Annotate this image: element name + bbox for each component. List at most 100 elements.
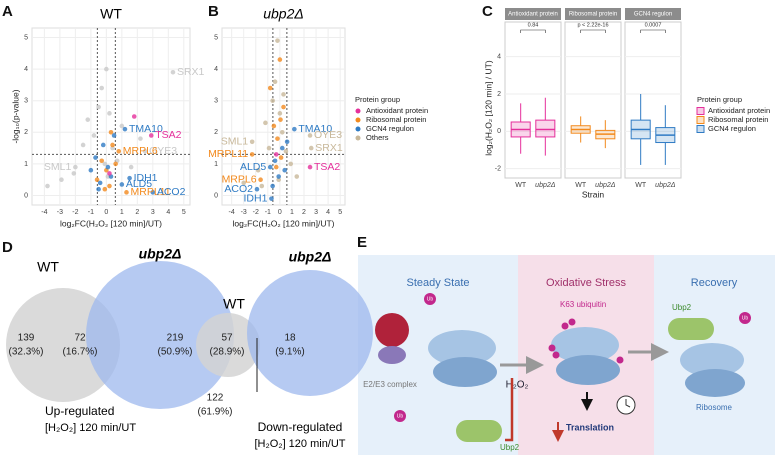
point: [128, 164, 134, 170]
point: [307, 164, 313, 170]
point: [278, 117, 283, 122]
point: [104, 66, 109, 72]
region-count: 18: [284, 333, 296, 344]
point: [108, 130, 114, 135]
region-percent: (28.9%): [209, 347, 244, 358]
point: [170, 69, 176, 75]
y-tick-label: 1: [214, 161, 218, 168]
gene-label: MRPL11: [130, 186, 170, 198]
x-tick-label: 0: [278, 209, 282, 216]
gene-label: OYE3: [314, 129, 342, 141]
point: [110, 145, 115, 151]
gene-label: SRX1: [315, 142, 343, 154]
plot-bg: [221, 27, 346, 206]
legend-key: [696, 116, 705, 124]
label: Translation: [566, 422, 614, 432]
point: [288, 161, 294, 167]
strip-label: Antioxidant protein: [508, 12, 558, 18]
x-tick-label: WT: [575, 182, 587, 189]
region-percent: (9.1%): [275, 347, 304, 358]
stage-title: Recovery: [691, 277, 738, 289]
point: [148, 133, 154, 138]
ribosome: [433, 357, 497, 387]
point: [271, 123, 277, 129]
x-tick-label: -2: [72, 209, 78, 216]
point: [107, 111, 112, 116]
point: [277, 111, 283, 116]
x-axis-label: Strain: [582, 189, 604, 199]
venn-set: [247, 270, 373, 396]
point: [270, 183, 275, 189]
x-tick-label: -4: [229, 209, 235, 216]
inhibit: [505, 378, 514, 442]
gene-label: MRPL11: [208, 148, 248, 160]
y-tick-label: 4: [214, 66, 218, 73]
y-axis-label: -log₁₀(p-value): [10, 89, 20, 143]
point: [275, 38, 280, 43]
venn-title: Up-regulated: [45, 404, 114, 418]
point: [269, 196, 274, 201]
legend-label: GCN4 regulon: [708, 124, 756, 133]
x-tick-label: WT: [515, 182, 527, 189]
point: [292, 126, 297, 132]
region-count: 57: [221, 333, 233, 344]
strip-label: GCN4 regulon: [634, 12, 672, 18]
point: [102, 186, 108, 192]
venn-set: [86, 261, 234, 409]
legend-key: [696, 125, 705, 133]
point: [277, 57, 283, 62]
e2: [378, 346, 406, 364]
plot-bg: [624, 21, 682, 179]
stage-title: Steady State: [407, 277, 470, 289]
y-tick-label: 0: [497, 128, 501, 135]
legend-label: Ribosomal protein: [366, 115, 426, 124]
x-tick-label: -1: [265, 209, 271, 216]
point: [100, 142, 106, 148]
gene-label: TMA10: [298, 123, 332, 135]
gene-label: SML1: [44, 161, 72, 173]
ub-label: Ub: [742, 315, 749, 321]
point: [59, 177, 64, 183]
panel-letter: A: [2, 3, 13, 20]
point: [281, 104, 286, 110]
panel-letter: C: [482, 3, 493, 20]
point: [107, 171, 112, 176]
point: [131, 114, 137, 119]
x-axis-label: log₂FC(H₂O₂ [120 min]/UT): [233, 218, 335, 228]
y-tick-label: 5: [24, 34, 28, 41]
x-tick-label: 2: [302, 209, 306, 216]
ub-chain: [568, 318, 576, 326]
panel-letter: D: [2, 239, 13, 256]
x-tick-label: WT: [635, 182, 647, 189]
point: [284, 139, 290, 145]
x-tick-label: ubp2Δ: [655, 182, 676, 189]
ribosome: [428, 330, 496, 366]
y-tick-label: 4: [24, 66, 28, 73]
panel-letter: B: [208, 3, 219, 20]
point: [276, 177, 281, 183]
ub-chain: [616, 356, 624, 364]
point: [259, 183, 265, 189]
point: [255, 167, 261, 173]
gene-label: ACO2: [157, 186, 186, 198]
point: [80, 142, 86, 148]
gene-label: IDH1: [134, 172, 158, 184]
x-tick-label: 5: [182, 209, 186, 216]
point: [107, 183, 112, 189]
diagram-e: Steady State Oxidative Stress Recovery E…: [358, 255, 775, 455]
gene-label: IDH1: [244, 192, 268, 204]
gene-label: ALD5: [240, 161, 266, 173]
gene-label: TSA2: [155, 129, 181, 141]
point: [113, 161, 118, 167]
stage-title: Oxidative Stress: [546, 277, 627, 289]
x-tick-label: 4: [166, 209, 170, 216]
gene-label: MRPL6: [222, 173, 257, 185]
point: [71, 171, 77, 176]
x-tick-label: -3: [241, 209, 247, 216]
legend-key: [355, 135, 361, 141]
point: [97, 180, 103, 186]
point: [138, 136, 143, 141]
label: H₂O₂: [506, 380, 529, 391]
venn-title: Down-regulated: [258, 420, 343, 434]
